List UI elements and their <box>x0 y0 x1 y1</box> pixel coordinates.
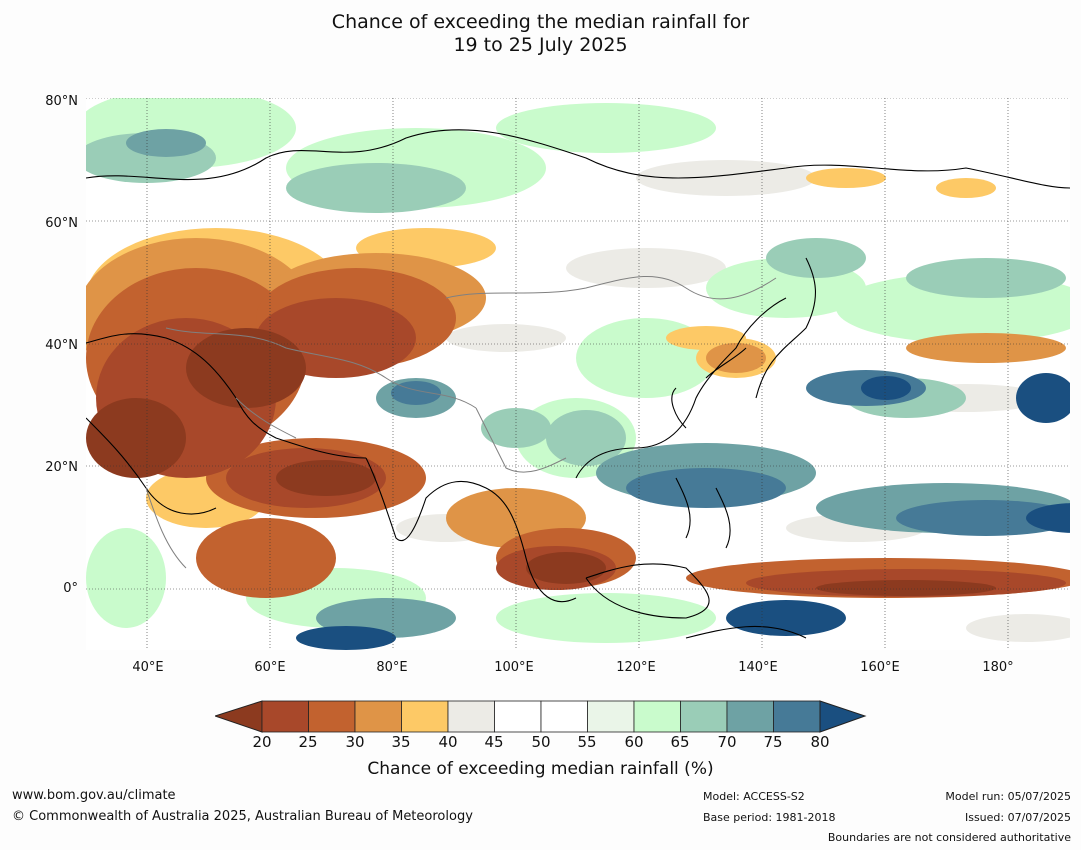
base-period: Base period: 1981-2018 <box>703 811 836 824</box>
lat-label-0: 0° <box>63 581 78 596</box>
lon-label-120e: 120°E <box>616 660 656 675</box>
colorbar-tick-60: 60 <box>624 733 644 751</box>
colorbar-tick-20: 20 <box>252 733 272 751</box>
colorbar-cell-55-60 <box>587 700 635 733</box>
colorbar <box>215 700 867 733</box>
wetter-than-median-extreme <box>296 373 1070 650</box>
lat-label-60n: 60°N <box>45 216 78 231</box>
boundaries-disclaimer: Boundaries are not considered authoritat… <box>827 831 1071 844</box>
colorbar-tick-55: 55 <box>577 733 597 751</box>
lat-label-80n: 80°N <box>45 94 78 109</box>
colorbar-tick-35: 35 <box>391 733 411 751</box>
colorbar-tick-50: 50 <box>531 733 551 751</box>
coastlines <box>86 129 1070 639</box>
colorbar-cell-25-30 <box>308 700 356 733</box>
drier-than-median-extreme <box>86 328 996 596</box>
colorbar-tick-45: 45 <box>484 733 504 751</box>
map-title-line-1: Chance of exceeding the median rainfall … <box>331 11 750 33</box>
lon-label-100e: 100°E <box>494 660 534 675</box>
colorbar-cell-65-70 <box>680 700 728 733</box>
lon-label-40e: 40°E <box>132 660 164 675</box>
lon-label-160e: 160°E <box>860 660 900 675</box>
colorbar-cell-60-65 <box>633 700 681 733</box>
lon-label-140e: 140°E <box>738 660 778 675</box>
colorbar-tick-80: 80 <box>810 733 830 751</box>
colorbar-tick-65: 65 <box>670 733 690 751</box>
colorbar-over-arrow <box>819 700 867 733</box>
colorbar-tick-30: 30 <box>345 733 365 751</box>
rainfall-probability-map <box>86 98 1070 650</box>
colorbar-cell-30-35 <box>354 700 402 733</box>
issued-date: Issued: 07/07/2025 <box>964 811 1071 824</box>
colorbar-cell-50-55 <box>540 700 588 733</box>
model-name: Model: ACCESS-S2 <box>703 790 805 803</box>
graticule <box>86 98 1070 650</box>
colorbar-label: Chance of exceeding median rainfall (%) <box>367 759 714 779</box>
colorbar-under-arrow <box>215 700 263 733</box>
colorbar-tick-25: 25 <box>298 733 318 751</box>
colorbar-cell-70-75 <box>726 700 774 733</box>
website-link[interactable]: www.bom.gov.au/climate <box>12 788 176 803</box>
lon-label-80e: 80°E <box>376 660 408 675</box>
lat-label-40n: 40°N <box>45 338 78 353</box>
colorbar-tick-40: 40 <box>438 733 458 751</box>
map-title-line-2: 19 to 25 July 2025 <box>453 34 628 56</box>
colorbar-cell-45-50 <box>494 700 542 733</box>
colorbar-tick-75: 75 <box>763 733 783 751</box>
lat-label-20n: 20°N <box>45 460 78 475</box>
colorbar-tick-70: 70 <box>717 733 737 751</box>
lon-label-60e: 60°E <box>254 660 286 675</box>
colorbar-cell-40-45 <box>447 700 495 733</box>
lon-label-180: 180° <box>982 660 1014 675</box>
model-run-date: Model run: 05/07/2025 <box>945 790 1071 803</box>
country-borders <box>145 276 777 569</box>
colorbar-cell-35-40 <box>401 700 449 733</box>
colorbar-cell-75-80 <box>773 700 821 733</box>
colorbar-cells <box>261 700 821 733</box>
colorbar-cell-20-25 <box>261 700 309 733</box>
copyright-text: © Commonwealth of Australia 2025, Austra… <box>12 809 473 824</box>
